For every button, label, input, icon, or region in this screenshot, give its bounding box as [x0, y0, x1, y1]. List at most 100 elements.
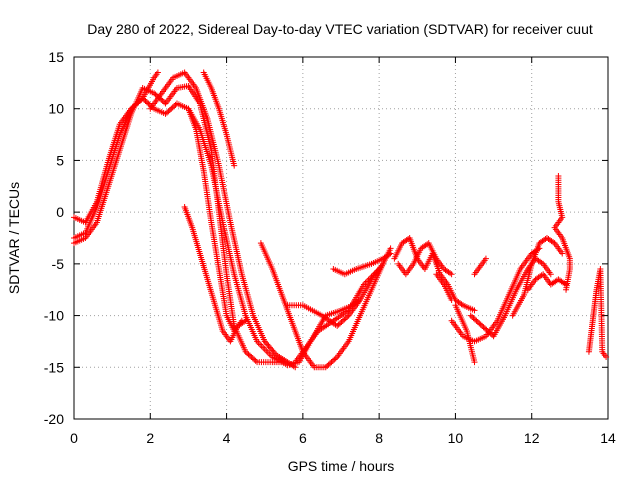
marker-plus — [481, 325, 488, 332]
y-axis-label: SDTVAR / TECUs — [6, 182, 22, 294]
marker-plus — [231, 162, 238, 169]
x-axis-label: GPS time / hours — [288, 458, 395, 474]
marker-plus — [483, 326, 490, 333]
marker-plus — [264, 341, 271, 348]
series-track-15 — [452, 302, 478, 366]
marker-plus — [486, 329, 493, 336]
series-track-11 — [330, 250, 394, 278]
marker-plus — [338, 319, 345, 326]
y-tick-label: 10 — [48, 101, 64, 117]
marker-plus — [329, 357, 336, 364]
series-track-14 — [433, 271, 455, 304]
marker-plus — [337, 320, 344, 327]
chart-title: Day 280 of 2022, Sidereal Day-to-day VTE… — [87, 21, 593, 37]
series-track-19 — [509, 235, 566, 319]
marker-plus — [260, 344, 267, 351]
marker-plus — [322, 364, 329, 371]
marker-plus — [476, 320, 483, 327]
marker-plus — [266, 344, 273, 351]
x-tick-label: 0 — [70, 430, 78, 446]
marker-plus — [479, 322, 486, 329]
series-track-18 — [471, 255, 489, 278]
marker-plus — [482, 255, 489, 262]
marker-plus — [376, 266, 383, 273]
x-tick-label: 12 — [524, 430, 540, 446]
axis-ticks: 0 2 4 6 8 10 12 14 15 10 5 0 -5 -10 -15 -20 — [44, 49, 616, 446]
marker-plus — [128, 105, 135, 112]
marker-plus — [168, 105, 175, 112]
marker-plus — [477, 321, 484, 328]
series-track-8 — [257, 240, 394, 371]
series-track-7 — [181, 203, 249, 345]
marker-plus — [162, 110, 169, 117]
marker-plus — [341, 316, 348, 323]
marker-plus — [145, 100, 152, 107]
marker-plus — [448, 297, 455, 304]
y-tick-label: 5 — [56, 152, 64, 168]
marker-plus — [261, 338, 268, 345]
marker-plus — [559, 250, 566, 257]
series-track-16 — [448, 245, 543, 345]
marker-plus — [471, 316, 478, 323]
marker-plus — [603, 353, 610, 360]
marker-plus — [244, 350, 251, 357]
marker-plus — [471, 359, 478, 366]
marker-plus — [467, 312, 474, 319]
marker-plus — [136, 97, 143, 104]
marker-plus — [143, 99, 150, 106]
marker-plus — [138, 96, 145, 103]
marker-plus — [142, 97, 149, 104]
marker-plus — [129, 104, 136, 111]
x-tick-label: 2 — [146, 430, 154, 446]
marker-plus — [270, 348, 277, 355]
y-tick-label: 0 — [56, 204, 64, 220]
x-tick-label: 8 — [375, 430, 383, 446]
y-tick-label: 15 — [48, 49, 64, 65]
marker-plus — [135, 99, 142, 106]
marker-plus — [252, 357, 259, 364]
marker-plus — [328, 359, 335, 366]
marker-plus — [474, 319, 481, 326]
series-track-21 — [585, 266, 610, 360]
marker-plus — [473, 317, 480, 324]
marker-plus — [342, 315, 349, 322]
marker-plus — [387, 245, 394, 252]
marker-plus — [245, 351, 252, 358]
marker-plus — [332, 355, 339, 362]
marker-plus — [257, 341, 264, 348]
marker-plus — [258, 343, 265, 350]
marker-plus — [251, 356, 258, 363]
marker-plus — [271, 350, 278, 357]
y-tick-label: -10 — [44, 308, 64, 324]
marker-plus — [448, 271, 455, 278]
marker-plus — [131, 103, 138, 110]
marker-plus — [133, 100, 140, 107]
marker-plus — [471, 307, 478, 314]
marker-plus — [262, 339, 269, 346]
data-markers — [71, 69, 610, 371]
marker-plus — [163, 109, 170, 116]
series-track-13 — [395, 240, 455, 278]
x-tick-label: 4 — [223, 430, 231, 446]
x-tick-label: 10 — [448, 430, 464, 446]
series-track-5 — [200, 69, 238, 169]
marker-plus — [166, 107, 173, 114]
marker-plus — [246, 352, 253, 359]
marker-plus — [268, 345, 275, 352]
marker-plus — [132, 101, 139, 108]
marker-plus — [151, 90, 158, 97]
marker-plus — [547, 271, 554, 278]
marker-plus — [242, 348, 249, 355]
marker-plus — [563, 286, 570, 293]
marker-plus — [344, 313, 351, 320]
marker-plus — [265, 342, 272, 349]
marker-plus — [331, 356, 338, 363]
marker-plus — [171, 103, 178, 110]
marker-plus — [165, 108, 172, 115]
series-track-20 — [524, 271, 570, 293]
marker-plus — [248, 353, 255, 360]
marker-plus — [327, 360, 334, 367]
marker-plus — [154, 69, 161, 76]
marker-plus — [335, 321, 342, 328]
